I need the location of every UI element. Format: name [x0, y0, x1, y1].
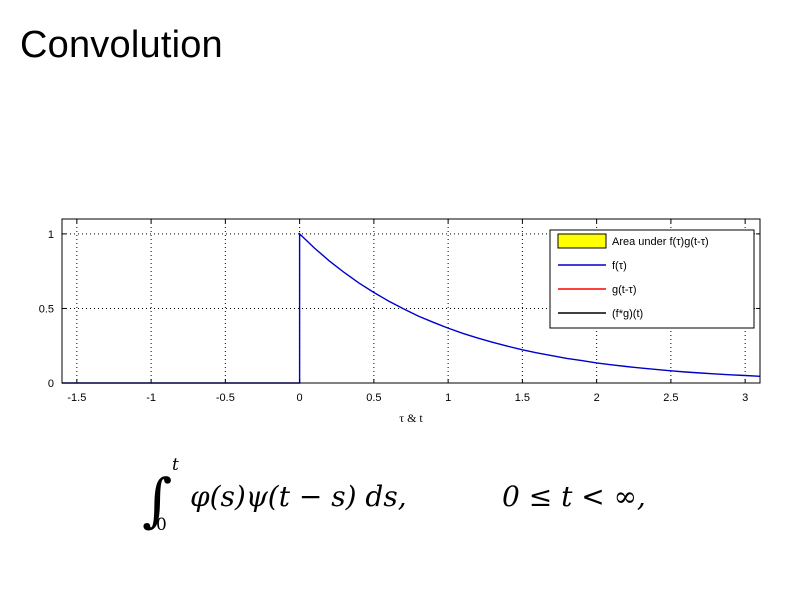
integrand: φ(s)ψ(t − s) ds,: [190, 480, 407, 513]
plot-series: [62, 232, 761, 384]
legend-label: f(τ): [612, 260, 627, 272]
axis-ticks: -1.5 -1 -0.5 0 0.5 1 1.5 2 2.5 3 0 0.5 1: [39, 219, 760, 404]
x-tick-label: -1.5: [67, 392, 86, 404]
formula-condition: 0 ≤ t < ∞,: [502, 480, 646, 513]
integral-sign: ∫: [142, 466, 172, 534]
x-axis-label: τ & t: [399, 411, 423, 425]
legend-label: (f*g)(t): [612, 308, 643, 320]
x-tick-label: 3: [742, 392, 748, 404]
y-tick-label: 1: [48, 229, 54, 241]
x-tick-label: 1: [445, 392, 451, 404]
legend-swatch-area: [557, 233, 607, 249]
x-tick-label: -0.5: [216, 392, 235, 404]
legend-label: g(t-τ): [612, 284, 637, 296]
slide-title: Convolution: [20, 24, 223, 66]
y-tick-label: 0.5: [39, 303, 54, 315]
y-tick-label: 0: [48, 378, 54, 390]
integral-lower-limit: 0: [156, 515, 167, 535]
legend-label: Area under f(τ)g(t-τ): [612, 236, 709, 248]
x-tick-label: 0.5: [366, 392, 381, 404]
x-tick-label: 1.5: [515, 392, 530, 404]
integral-upper-limit: t: [172, 455, 179, 475]
plot-frame: [61, 218, 761, 384]
x-tick-label: 2: [594, 392, 600, 404]
convolution-formula: ∫ t 0 φ(s)ψ(t − s) ds, 0 ≤ t < ∞,: [142, 455, 646, 535]
series-line-f: [62, 232, 761, 384]
x-tick-label: 2.5: [663, 392, 678, 404]
legend: Area under f(τ)g(t-τ) f(τ) g(t-τ) (f*g)(t): [549, 229, 755, 329]
x-tick-label: -1: [146, 392, 156, 404]
x-tick-label: 0: [297, 392, 303, 404]
